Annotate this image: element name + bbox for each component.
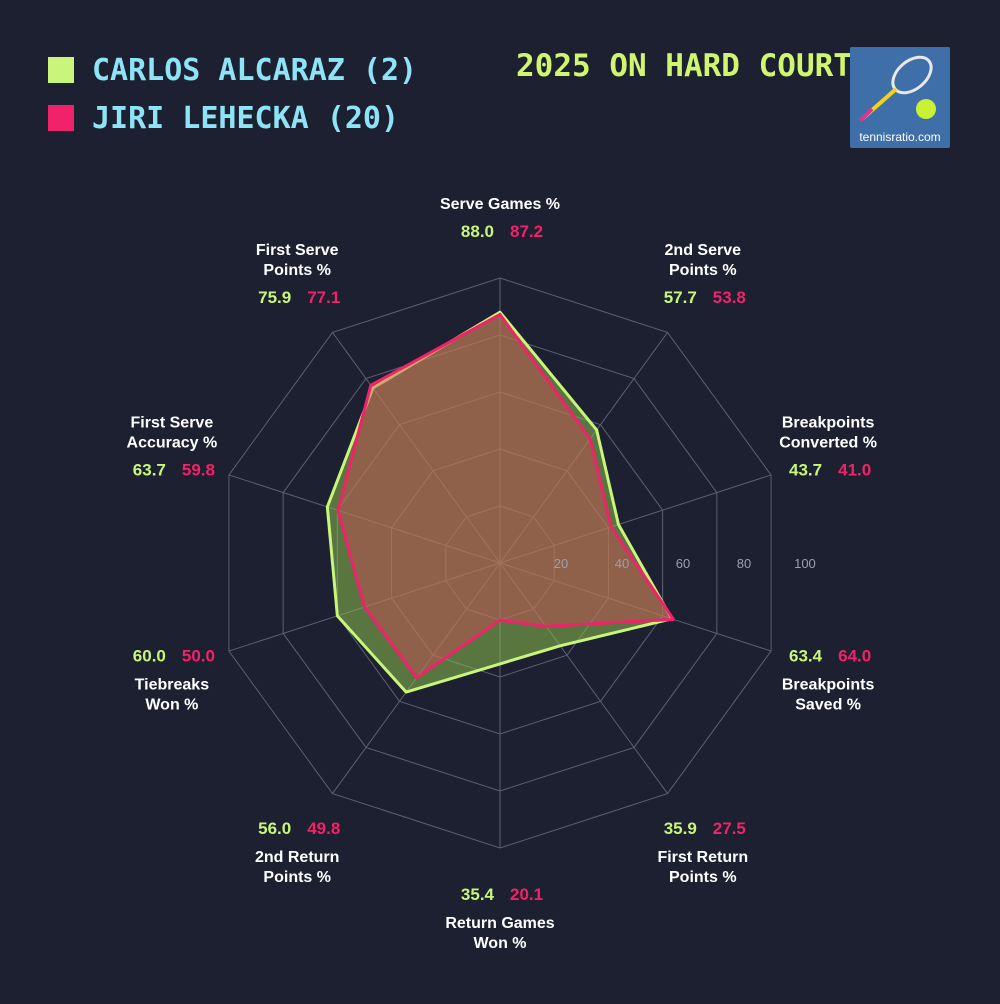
- legend-item-lehecka: JIRI LEHECKA (20): [48, 94, 417, 142]
- axis-label: Return Games: [445, 915, 554, 932]
- axis-label: 2nd Return: [255, 849, 339, 866]
- value-label-alcaraz: 63.7: [133, 460, 166, 479]
- axis-label: Breakpoints: [782, 414, 875, 431]
- axis-label: 2nd Serve: [665, 242, 742, 259]
- axis-label: Converted %: [779, 434, 877, 451]
- value-label-alcaraz: 57.7: [664, 288, 697, 307]
- legend-swatch-lehecka: [48, 105, 74, 131]
- legend-label-alcaraz: CARLOS ALCARAZ (2): [92, 52, 418, 88]
- value-label-lehecka: 27.5: [713, 819, 746, 838]
- axis-label: Serve Games %: [440, 196, 560, 213]
- value-label-alcaraz: 43.7: [789, 460, 822, 479]
- value-label-lehecka: 87.2: [510, 222, 543, 241]
- axis-label: Tiebreaks: [135, 677, 210, 694]
- value-label-alcaraz: 88.0: [461, 222, 494, 241]
- value-label-lehecka: 77.1: [307, 288, 340, 307]
- value-label-lehecka: 59.8: [182, 460, 215, 479]
- value-label-lehecka: 49.8: [307, 819, 340, 838]
- axis-label: Points %: [263, 262, 331, 279]
- axis-label: Won %: [145, 697, 198, 714]
- value-label-alcaraz: 56.0: [258, 819, 291, 838]
- axis-label: Points %: [669, 869, 737, 886]
- tick-label: 40: [615, 556, 629, 571]
- value-label-alcaraz: 35.9: [664, 819, 697, 838]
- value-label-lehecka: 41.0: [838, 460, 871, 479]
- chart-headline: 2025 ON HARD COURTS: [516, 48, 871, 84]
- axis-label: First Return: [657, 849, 748, 866]
- axis-label: Points %: [669, 262, 737, 279]
- value-label-lehecka: 53.8: [713, 288, 746, 307]
- axis-label: Accuracy %: [127, 434, 218, 451]
- axis-label: Won %: [473, 935, 526, 952]
- axis-label: Breakpoints: [782, 677, 875, 694]
- series-area-0: [325, 310, 674, 694]
- legend: CARLOS ALCARAZ (2) JIRI LEHECKA (20): [48, 46, 417, 142]
- logo-text: tennisratio.com: [859, 130, 941, 144]
- axis-label: First Serve: [131, 414, 214, 431]
- tick-label: 80: [737, 556, 751, 571]
- value-label-lehecka: 50.0: [182, 647, 215, 666]
- tick-label: 60: [676, 556, 690, 571]
- value-label-alcaraz: 63.4: [789, 647, 823, 666]
- axis-label: First Serve: [256, 242, 339, 259]
- axis-label: Saved %: [795, 697, 861, 714]
- tick-label: 20: [554, 556, 568, 571]
- tick-label: 100: [794, 556, 816, 571]
- legend-swatch-alcaraz: [48, 57, 74, 83]
- value-label-lehecka: 20.1: [510, 885, 543, 904]
- value-label-lehecka: 64.0: [838, 647, 871, 666]
- value-label-alcaraz: 60.0: [133, 647, 166, 666]
- legend-label-lehecka: JIRI LEHECKA (20): [92, 100, 400, 136]
- tennis-racket-ball-icon: [850, 47, 950, 127]
- logo: tennisratio.com: [850, 47, 950, 148]
- legend-item-alcaraz: CARLOS ALCARAZ (2): [48, 46, 417, 94]
- value-label-alcaraz: 35.4: [461, 885, 495, 904]
- axis-label: Points %: [263, 869, 331, 886]
- value-label-alcaraz: 75.9: [258, 288, 291, 307]
- series-area-1: [336, 312, 675, 680]
